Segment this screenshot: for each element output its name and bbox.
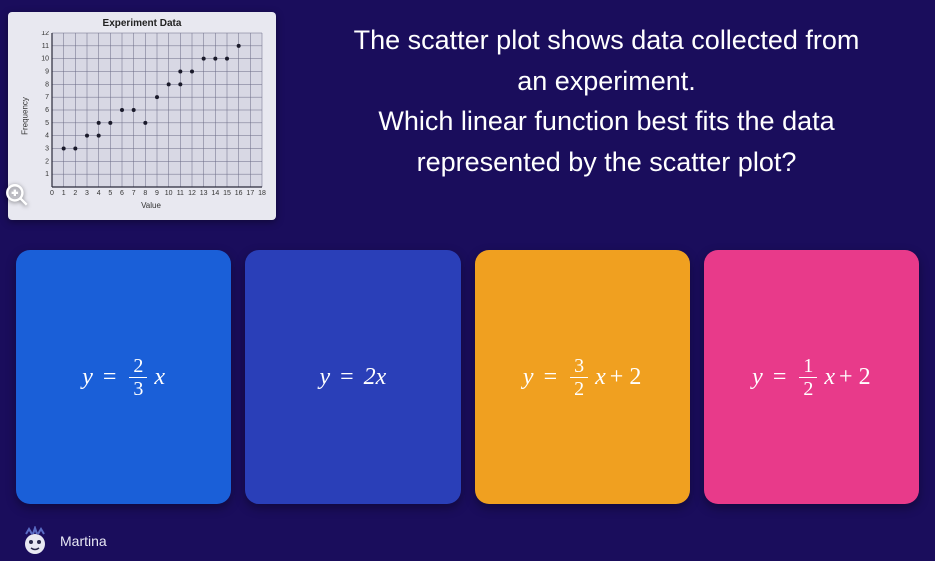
svg-text:14: 14 — [211, 190, 219, 197]
svg-text:7: 7 — [132, 190, 136, 197]
svg-text:5: 5 — [45, 120, 49, 127]
svg-text:18: 18 — [258, 190, 266, 197]
svg-text:0: 0 — [50, 190, 54, 197]
answer-grid: y = 23xy = 2xy = 32x + 2y = 12x + 2 — [0, 230, 935, 504]
svg-text:12: 12 — [41, 31, 49, 37]
svg-text:10: 10 — [41, 56, 49, 63]
question-line: The scatter plot shows data collected fr… — [354, 25, 860, 55]
chart-title: Experiment Data — [18, 18, 266, 29]
svg-text:15: 15 — [223, 190, 231, 197]
bottom-bar: Martina — [0, 523, 935, 559]
svg-text:5: 5 — [108, 190, 112, 197]
svg-text:9: 9 — [45, 69, 49, 76]
svg-text:6: 6 — [45, 107, 49, 114]
question-line: Which linear function best fits the data — [378, 106, 834, 136]
player-avatar[interactable] — [20, 526, 50, 556]
question-line: represented by the scatter plot? — [417, 147, 797, 177]
svg-text:8: 8 — [143, 190, 147, 197]
svg-text:11: 11 — [42, 43, 49, 50]
svg-text:1: 1 — [45, 171, 49, 178]
answer-option-4[interactable]: y = 12x + 2 — [704, 250, 919, 504]
scatter-svg: 0123456789101112131415161718123456789101… — [36, 31, 266, 199]
svg-text:12: 12 — [188, 190, 196, 197]
answer-option-2[interactable]: y = 2x — [245, 250, 460, 504]
answer-option-3[interactable]: y = 32x + 2 — [475, 250, 690, 504]
svg-text:2: 2 — [73, 190, 77, 197]
svg-text:7: 7 — [45, 94, 49, 101]
svg-text:2: 2 — [45, 158, 49, 165]
svg-text:13: 13 — [200, 190, 208, 197]
svg-text:11: 11 — [177, 190, 184, 197]
svg-text:4: 4 — [97, 190, 101, 197]
zoom-in-icon[interactable] — [4, 182, 30, 208]
chart-xlabel: Value — [36, 201, 266, 210]
svg-text:17: 17 — [246, 190, 254, 197]
question-line: an experiment. — [517, 66, 696, 96]
player-name: Martina — [60, 533, 107, 549]
scatter-plot-card: Experiment Data Frequency 01234567891011… — [8, 12, 276, 220]
svg-text:3: 3 — [85, 190, 89, 197]
svg-text:1: 1 — [62, 190, 66, 197]
question-text: The scatter plot shows data collected fr… — [296, 12, 917, 222]
svg-text:4: 4 — [45, 133, 49, 140]
svg-text:8: 8 — [45, 81, 49, 88]
svg-text:3: 3 — [45, 146, 49, 153]
chart-ylabel: Frequency — [20, 97, 29, 135]
svg-text:9: 9 — [155, 190, 159, 197]
svg-text:10: 10 — [165, 190, 173, 197]
svg-text:16: 16 — [235, 190, 243, 197]
answer-option-1[interactable]: y = 23x — [16, 250, 231, 504]
svg-text:6: 6 — [120, 190, 124, 197]
scatter-plot: 0123456789101112131415161718123456789101… — [36, 31, 266, 199]
